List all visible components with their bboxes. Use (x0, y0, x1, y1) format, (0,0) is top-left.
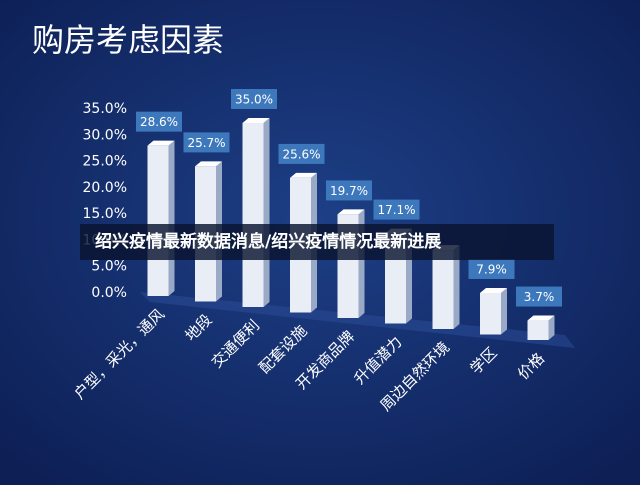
banner-background (80, 224, 554, 260)
value-label-box (326, 180, 372, 201)
value-label-box (468, 258, 515, 279)
value-label-box (183, 132, 230, 153)
bar-top (480, 287, 507, 293)
y-tick-label: 20.0% (83, 180, 127, 196)
value-label-box (373, 199, 420, 220)
value-label-box (278, 143, 325, 164)
bar (242, 123, 264, 307)
value-label-box (231, 89, 277, 109)
bar-top (147, 140, 175, 146)
bar (480, 292, 501, 335)
value-label-box (516, 286, 562, 307)
bar-side (548, 315, 555, 340)
bar-side (453, 245, 460, 329)
value-label: 28.6% (140, 115, 178, 129)
bar-top (290, 172, 317, 178)
banner-text: 绍兴疫情最新数据消息/绍兴疫情情况最新进展 (95, 231, 441, 252)
bar-top (242, 118, 270, 123)
y-tick-label: 5.0% (91, 259, 127, 275)
y-tick-label: 0.0% (91, 285, 127, 301)
value-label: 7.9% (476, 262, 507, 276)
value-label: 19.7% (330, 184, 368, 198)
value-label: 17.1% (377, 203, 415, 217)
bar-side (501, 287, 507, 335)
y-tick-label: 15.0% (83, 206, 127, 222)
bar-top (337, 209, 365, 215)
y-tick-label: 35.0% (83, 101, 127, 117)
y-tick-label: 30.0% (83, 127, 127, 143)
chart-title: 购房考虑因素 (32, 21, 224, 59)
bar (527, 320, 549, 340)
bar-side (168, 140, 175, 296)
value-label-box (136, 111, 182, 132)
bar (147, 145, 169, 296)
bar-side (263, 118, 270, 307)
value-label: 3.7% (524, 290, 555, 304)
value-label: 35.0% (235, 93, 273, 107)
bar-top (195, 161, 222, 167)
bar-top (527, 315, 555, 321)
bar (432, 250, 454, 329)
value-label: 25.6% (282, 147, 320, 161)
y-tick-label: 25.0% (83, 154, 127, 170)
value-label: 25.7% (187, 136, 225, 150)
